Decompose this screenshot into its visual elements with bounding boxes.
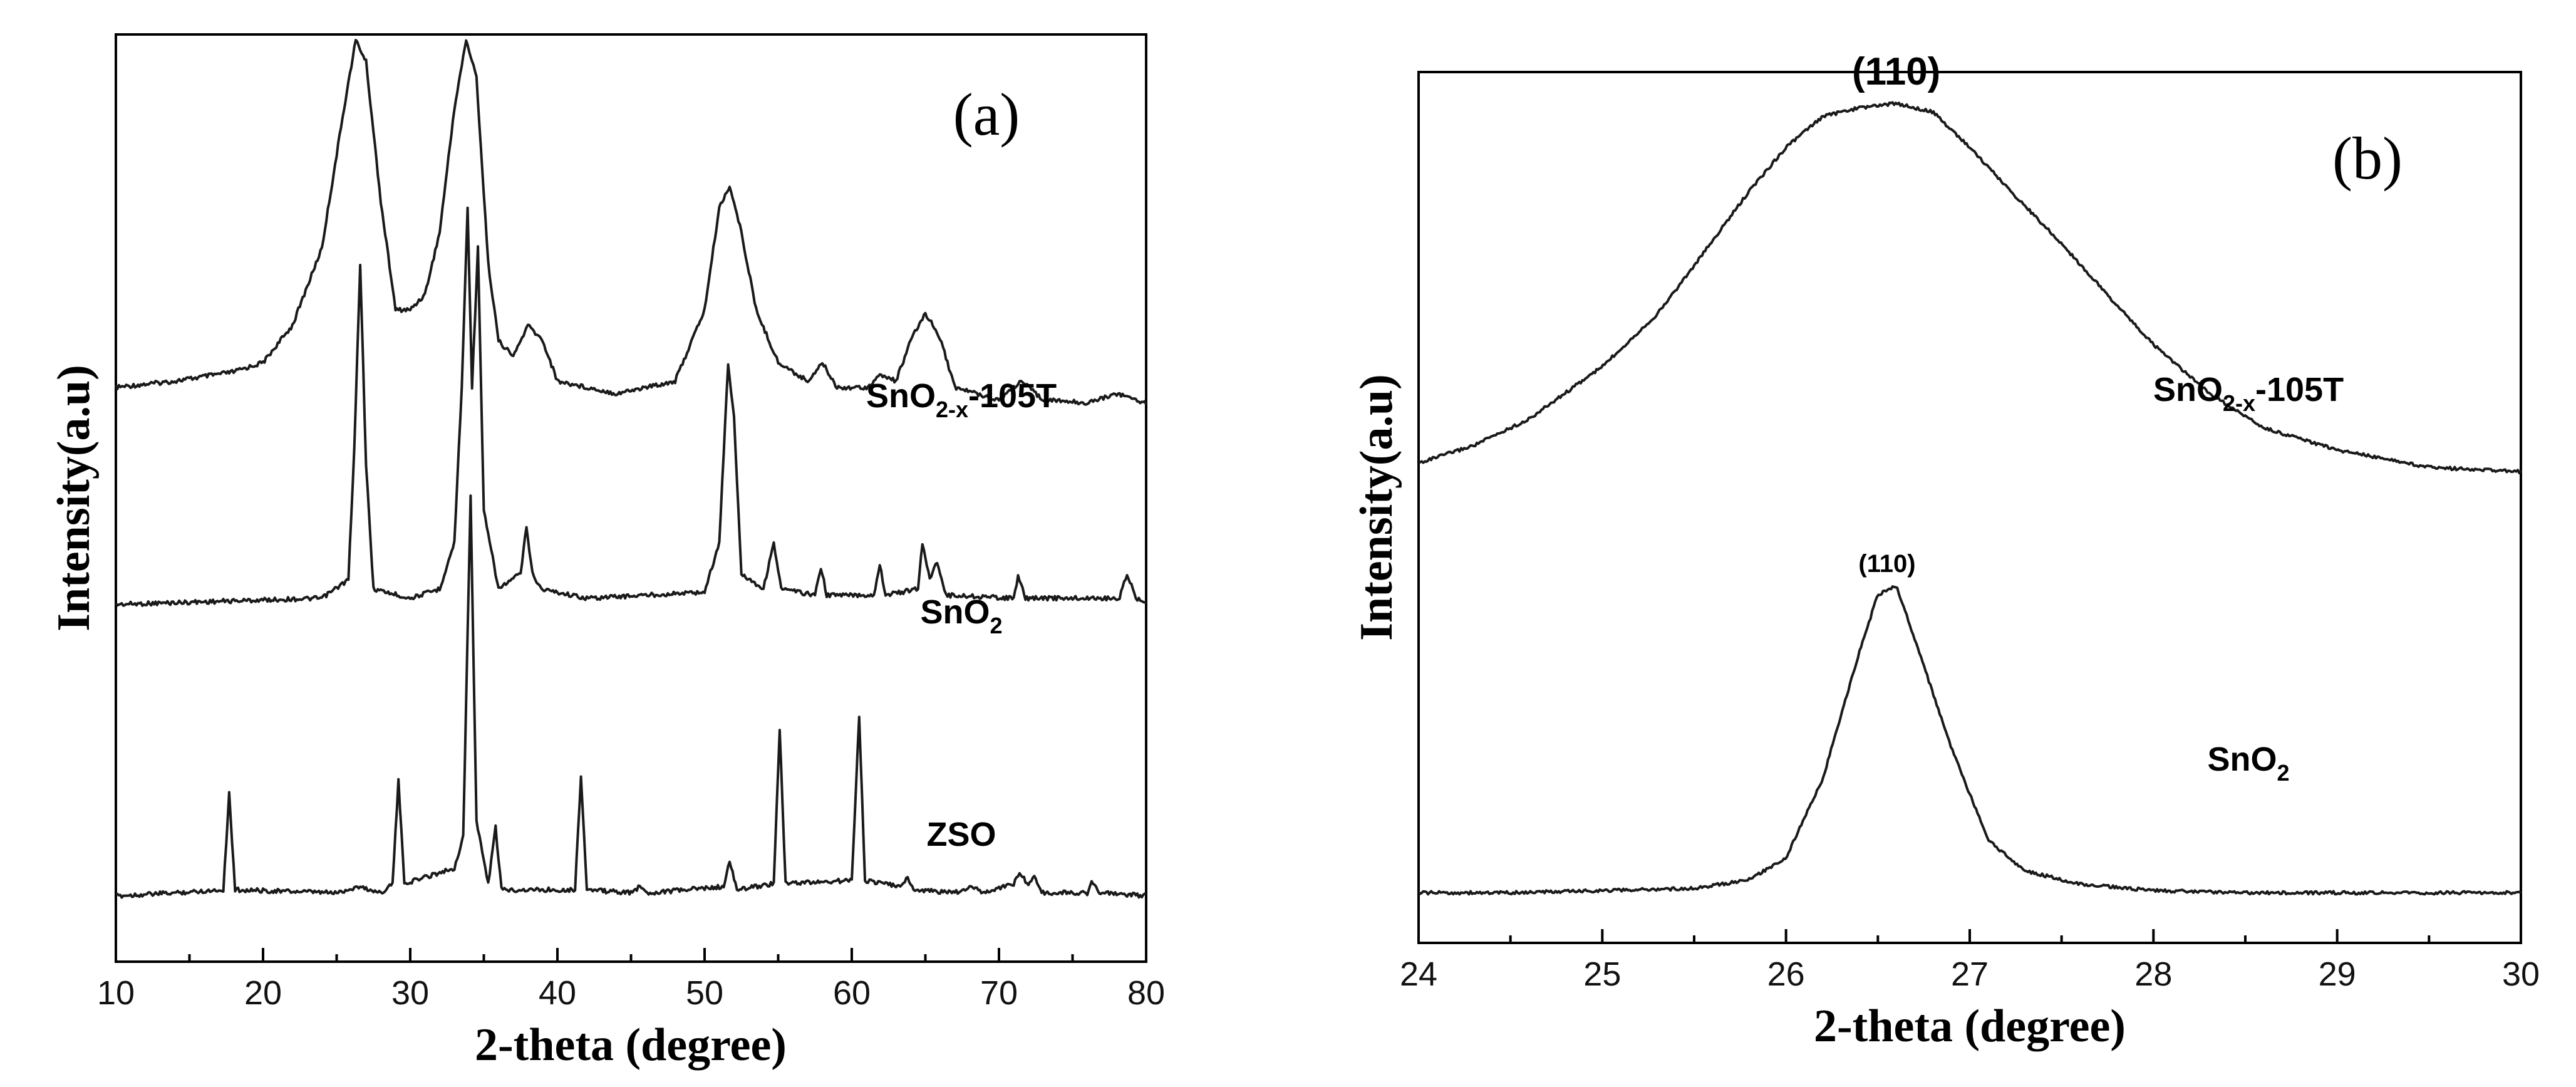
plot-a-y-axis-title: Intensity(a.u) [48, 365, 100, 632]
panel-b-label: (b) [2332, 125, 2403, 192]
series-label: SnO2 [920, 593, 1002, 638]
plot-a-x-axis-title: 2-theta (degree) [475, 1019, 787, 1071]
series-label: SnO2 [2207, 741, 2289, 786]
trace-sno2 [115, 206, 1147, 607]
x-tick-label: 25 [1583, 955, 1621, 993]
x-tick-label: 27 [1951, 955, 1989, 993]
x-tick-label: 80 [1127, 974, 1165, 1012]
x-tick-label: 29 [2319, 955, 2356, 993]
plot-b-y-axis-title: Intensity(a.u) [1351, 374, 1402, 641]
series-label: SnO2-x-105T [2153, 371, 2344, 416]
plot-b-series-labels: SnO2-x-105T (110) SnO2 (110) [1852, 50, 2344, 786]
x-tick-label: 10 [97, 974, 135, 1012]
peak-label: (110) [1852, 50, 1940, 93]
plot-b-traces [1417, 101, 2522, 896]
plot-b-x-axis-title: 2-theta (degree) [1814, 1001, 2126, 1052]
plot-b-x-axis: 24 25 26 27 28 29 30 [1400, 929, 2540, 993]
x-tick-label: 30 [391, 974, 429, 1012]
peak-label: (110) [1858, 550, 1915, 578]
plot-a-x-axis: 10 20 30 40 50 60 70 80 [97, 948, 1165, 1012]
x-tick-label: 30 [2502, 955, 2540, 993]
x-tick-label: 50 [686, 974, 723, 1012]
plot-b-frame [1417, 71, 2522, 944]
x-tick-label: 24 [1400, 955, 1437, 993]
x-tick-label: 26 [1767, 955, 1805, 993]
series-label: SnO2-x-105T [866, 377, 1057, 422]
x-tick-label: 70 [980, 974, 1018, 1012]
trace-sno2 [1417, 585, 2522, 896]
x-tick-label: 40 [539, 974, 576, 1012]
x-tick-label: 20 [244, 974, 282, 1012]
x-tick-label: 60 [833, 974, 871, 1012]
trace-sno2-x-105t [1419, 101, 2522, 475]
trace-sno2-x-105t [115, 39, 1147, 406]
plot-a-traces [115, 39, 1147, 899]
panel-a-label: (a) [953, 81, 1020, 148]
panel-b: 24 25 26 27 28 29 30 SnO2-x-105T (110) SnO2 (110)… [1351, 50, 2540, 1052]
series-label: ZSO [926, 816, 996, 853]
trace-zso [115, 494, 1147, 899]
x-tick-label: 28 [2134, 955, 2172, 993]
plot-a-series-labels: SnO2-x-105T SnO2 ZSO [866, 377, 1057, 853]
